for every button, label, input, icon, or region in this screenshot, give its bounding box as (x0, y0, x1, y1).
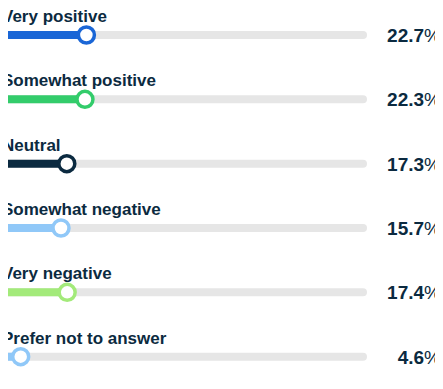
svg-text:17.4%: 17.4% (387, 282, 435, 303)
svg-text:22.3%: 22.3% (387, 89, 435, 110)
svg-text:4.6%: 4.6% (398, 347, 435, 368)
svg-text:Somewhat negative: Somewhat negative (8, 200, 161, 219)
svg-text:17.3%: 17.3% (387, 154, 435, 175)
svg-text:22.7%: 22.7% (387, 25, 435, 46)
svg-text:Prefer not to answer: Prefer not to answer (8, 329, 167, 348)
svg-text:Neutral: Neutral (8, 136, 61, 155)
svg-text:Somewhat positive: Somewhat positive (8, 71, 156, 90)
svg-text:Very positive: Very positive (8, 8, 107, 26)
svg-text:15.7%: 15.7% (387, 218, 435, 239)
svg-text:Very negative: Very negative (8, 264, 112, 283)
